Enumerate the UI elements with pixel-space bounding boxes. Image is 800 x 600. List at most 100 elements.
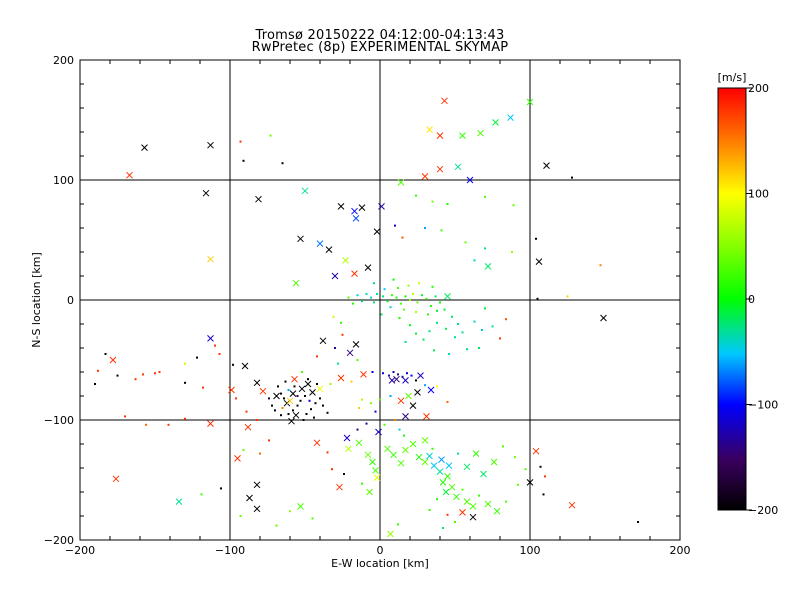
data-point-dot: [428, 509, 431, 511]
data-point-cross: [202, 189, 210, 197]
data-point-dot: [280, 414, 282, 417]
data-point-dot: [454, 521, 456, 523]
chart-title: Tromsø 20150222 04:12:00-04:13:43: [255, 28, 505, 43]
data-point-dot: [259, 452, 261, 455]
data-point-dot: [365, 422, 368, 425]
data-point-dot: [415, 194, 417, 197]
axes: −200−200 −100 −100 0 0 100 100 200 200: [44, 54, 691, 557]
data-point-cross: [469, 503, 477, 510]
data-point-dot: [424, 384, 426, 387]
data-point-cross: [466, 176, 474, 184]
data-point-dot: [293, 385, 296, 388]
colorbar-tick-label: −200: [748, 504, 778, 517]
data-point-dot: [416, 301, 419, 304]
data-point-dot: [287, 413, 290, 415]
data-point-dot: [296, 395, 299, 397]
data-point-dot: [397, 287, 399, 289]
data-point-dot: [424, 227, 426, 229]
data-point-cross: [444, 293, 451, 300]
data-point-dot: [473, 320, 476, 323]
colorbar-label: [m/s]: [718, 71, 747, 84]
data-point-dot: [326, 411, 329, 414]
data-point-cross: [292, 279, 300, 287]
data-point-dot: [268, 439, 270, 442]
y-axis-label: N-S location [km]: [30, 252, 43, 348]
data-point-dot: [517, 483, 519, 486]
data-point-cross: [448, 483, 456, 491]
data-point-cross: [207, 335, 214, 342]
data-point-dot: [218, 353, 221, 355]
data-point-cross: [426, 452, 433, 460]
data-point-dot: [343, 473, 345, 475]
gridlines: [80, 60, 680, 540]
data-point-dot: [388, 374, 390, 377]
data-point-cross: [373, 474, 381, 481]
data-point-dot: [326, 451, 329, 454]
data-point-cross: [387, 530, 394, 538]
data-point-cross: [426, 126, 433, 133]
data-point-dot: [461, 488, 464, 491]
data-point-cross: [286, 397, 294, 405]
data-point-cross: [337, 374, 345, 382]
data-point-dot: [524, 468, 527, 471]
data-point-dot: [340, 321, 342, 324]
data-point-cross: [372, 467, 379, 474]
data-point-cross: [441, 97, 448, 105]
data-point-dot: [412, 293, 414, 295]
data-point-cross: [304, 380, 312, 388]
data-point-dot: [422, 338, 425, 341]
data-point-cross: [484, 263, 492, 270]
data-point-dot: [404, 295, 407, 298]
data-point-cross: [402, 446, 409, 454]
data-point-cross: [288, 417, 295, 425]
data-point-cross: [439, 479, 447, 486]
data-point-cross: [409, 440, 417, 448]
data-point-cross: [477, 129, 484, 137]
data-point-cross: [526, 98, 534, 106]
x-axis-label: E-W location [km]: [331, 557, 429, 570]
data-point-dot: [484, 247, 486, 250]
data-point-cross: [453, 493, 460, 501]
colorbar: [717, 87, 747, 511]
data-point-dot: [358, 407, 360, 409]
data-point-dot: [499, 337, 501, 340]
data-point-cross: [436, 165, 444, 173]
data-point-cross: [532, 447, 540, 455]
data-point-dot: [404, 341, 407, 343]
data-point-dot: [184, 381, 186, 384]
data-point-dot: [280, 392, 282, 395]
data-point-dot: [268, 397, 270, 400]
data-point-cross: [355, 439, 363, 447]
data-point-cross: [175, 498, 183, 505]
data-point-dot: [305, 413, 308, 415]
data-point-dot: [269, 134, 272, 137]
data-point-dot: [200, 493, 203, 496]
data-point-cross: [345, 445, 352, 453]
data-point-dot: [409, 299, 411, 301]
data-point-cross: [375, 428, 382, 436]
data-point-cross: [360, 371, 367, 378]
data-point-dot: [389, 306, 392, 309]
data-point-cross: [316, 240, 324, 247]
data-point-cross: [352, 215, 360, 222]
data-point-cross: [289, 390, 297, 397]
data-point-dot: [512, 204, 515, 207]
data-point-dot: [445, 327, 447, 330]
data-point-cross: [442, 488, 450, 496]
data-point-dot: [392, 278, 395, 281]
data-point-cross: [543, 162, 550, 169]
data-point-cross: [463, 463, 471, 471]
data-point-dot: [332, 315, 335, 318]
data-point-cross: [253, 379, 261, 387]
y-tick-label: 100: [53, 174, 74, 187]
data-point-dot: [502, 445, 504, 448]
data-point-dot: [214, 344, 216, 347]
data-point-dot: [373, 301, 375, 304]
data-point-dot: [376, 293, 378, 295]
data-point-dot: [397, 523, 399, 526]
data-point-dot: [134, 378, 137, 381]
data-point-dot: [281, 162, 284, 165]
data-point-cross: [291, 375, 298, 383]
data-point-cross: [297, 503, 304, 510]
data-point-dot: [104, 353, 107, 355]
